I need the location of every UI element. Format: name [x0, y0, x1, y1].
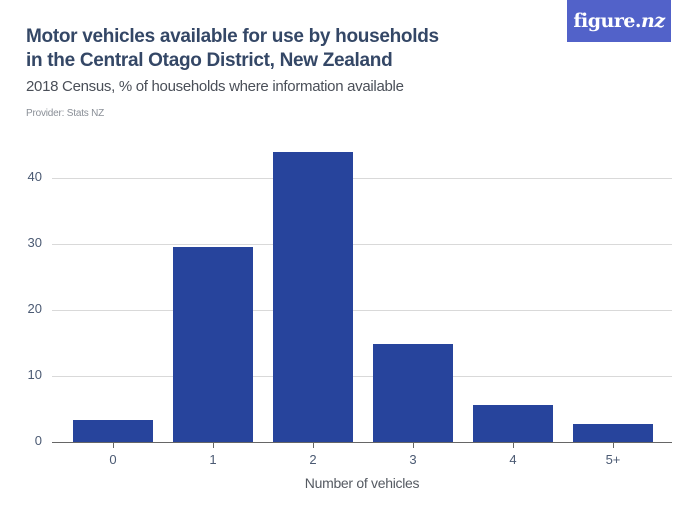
x-tick-label: 3 — [409, 452, 417, 467]
x-tick-label: 2 — [309, 452, 317, 467]
x-axis-title: Number of vehicles — [304, 475, 420, 491]
x-tick-label: 1 — [209, 452, 217, 467]
gridline-30 — [52, 244, 672, 245]
chart-title: Motor vehicles available for use by hous… — [26, 26, 439, 71]
bar-4[interactable] — [473, 405, 553, 442]
x-tick — [313, 442, 314, 448]
provider-label: Provider: Stats NZ — [26, 108, 105, 119]
figure-nz-logo[interactable]: figure. nz — [567, 0, 671, 42]
x-axis-line — [52, 442, 672, 443]
bar-5+[interactable] — [573, 424, 653, 442]
x-tick-label: 0 — [109, 452, 117, 467]
bar-1[interactable] — [173, 247, 253, 442]
y-tick-label: 40 — [27, 169, 42, 184]
y-tick-label: 20 — [27, 301, 42, 316]
y-tick-label: 30 — [27, 235, 42, 250]
gridline-20 — [52, 310, 672, 311]
bar-2[interactable] — [273, 151, 353, 442]
x-tick — [613, 442, 614, 448]
x-tick-label: 4 — [509, 452, 517, 467]
x-tick — [213, 442, 214, 448]
chart-subtitle: 2018 Census, % of households where infor… — [26, 78, 404, 95]
gridline-10 — [52, 376, 672, 377]
bar-0[interactable] — [73, 420, 153, 442]
logo-text: figure. — [573, 10, 642, 32]
y-tick-label: 10 — [27, 367, 42, 382]
x-tick — [113, 442, 114, 448]
x-tick — [413, 442, 414, 448]
x-tick — [513, 442, 514, 448]
bar-3[interactable] — [373, 343, 453, 442]
x-tick-label: 5+ — [605, 452, 621, 467]
gridline-40 — [52, 178, 672, 179]
logo-suffix: nz — [641, 10, 665, 32]
y-tick-label: 0 — [34, 433, 42, 448]
